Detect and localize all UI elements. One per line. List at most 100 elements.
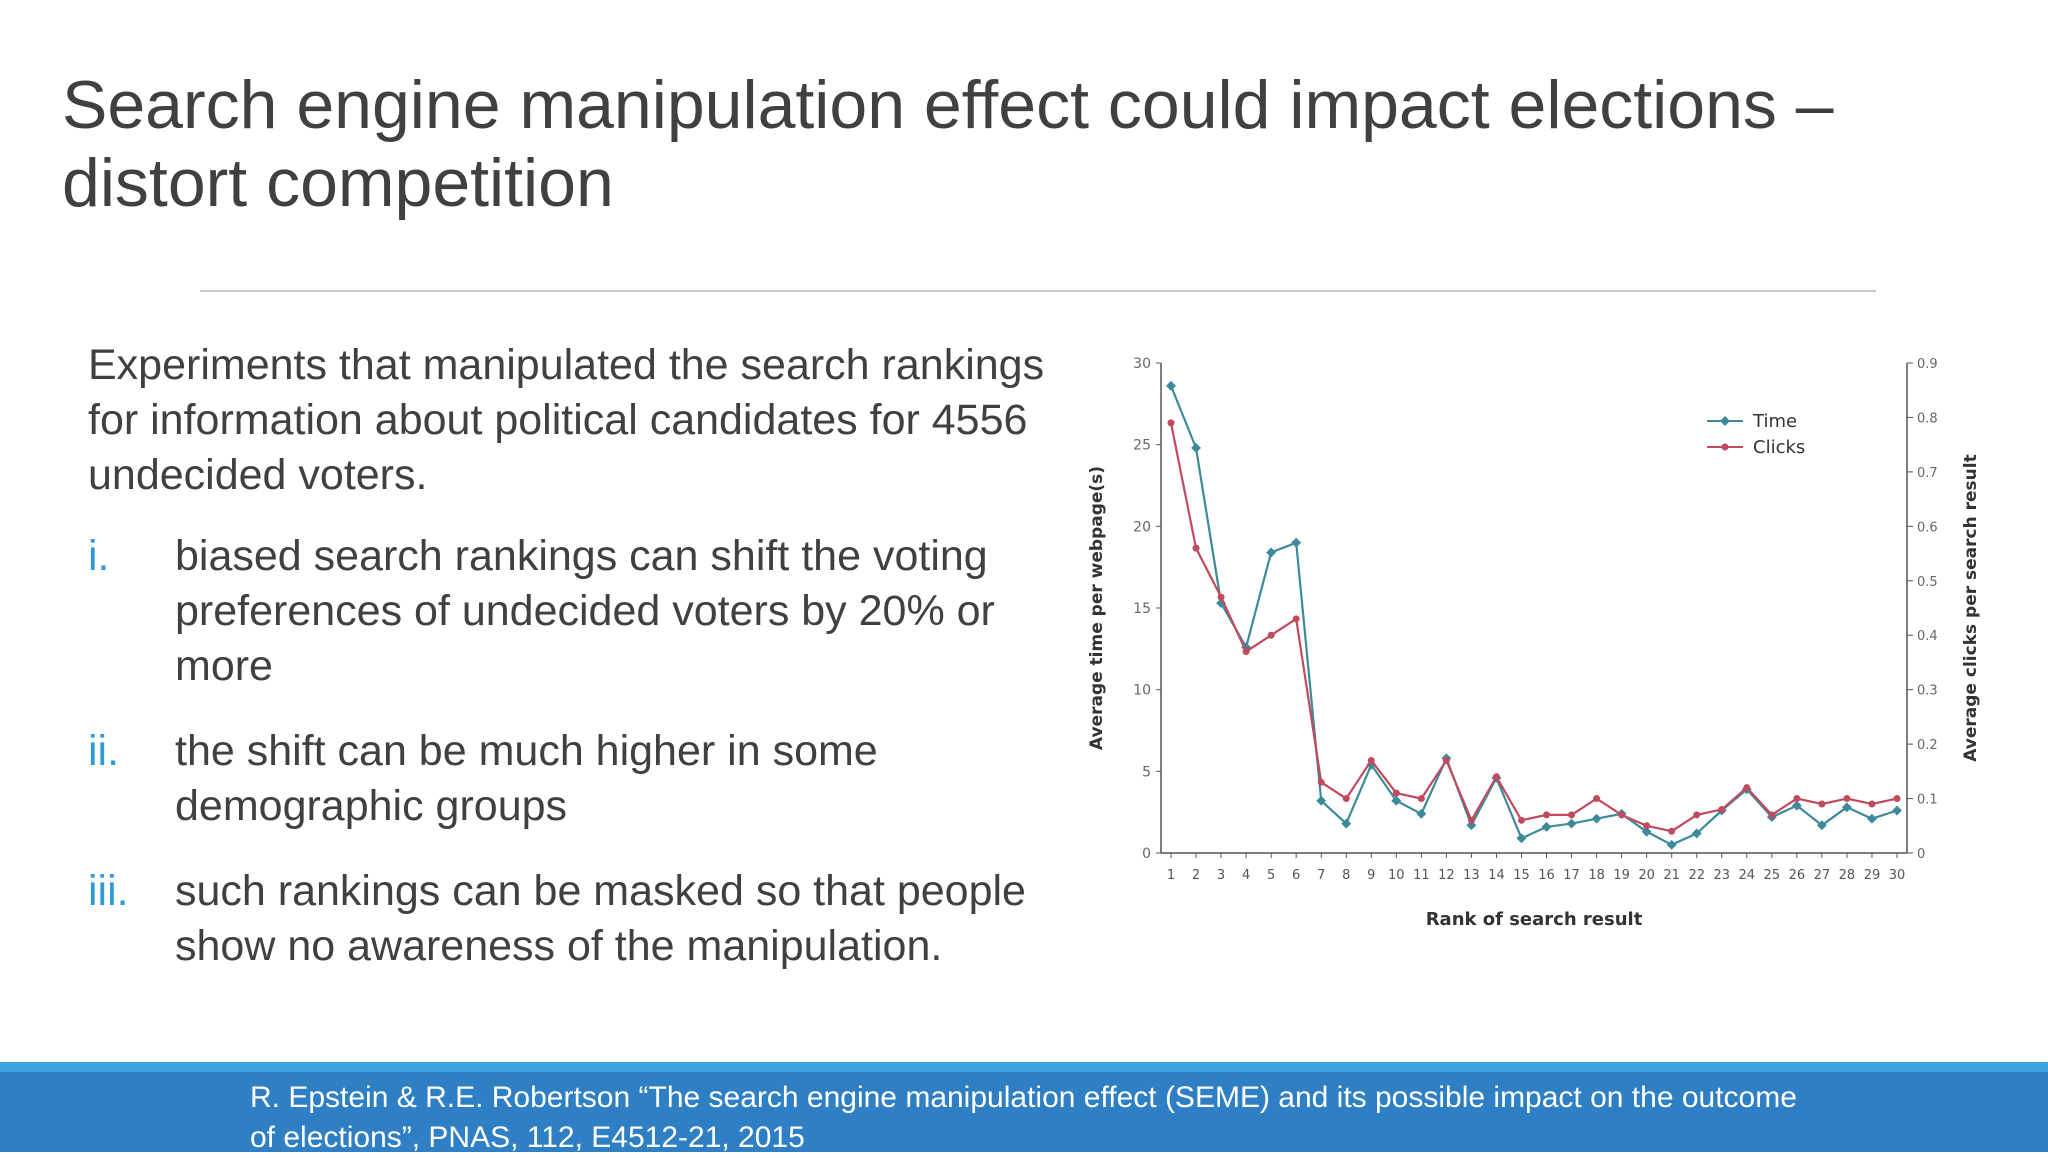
citation: R. Epstein & R.E. Robertson “The search … <box>250 1078 1950 1158</box>
right-tick-label: 0.1 <box>1917 793 1938 808</box>
data-point-clicks <box>1693 811 1701 819</box>
x-tick-label: 28 <box>1839 868 1856 883</box>
x-tick-label: 18 <box>1588 868 1605 883</box>
x-tick-label: 24 <box>1739 868 1756 883</box>
data-point-time <box>1791 800 1802 811</box>
x-tick-label: 14 <box>1488 868 1505 883</box>
data-point-clicks <box>1818 800 1826 808</box>
x-tick-label: 3 <box>1217 868 1225 883</box>
list-text: biased search rankings can shift the vot… <box>175 532 995 690</box>
slide-body: Experiments that manipulated the search … <box>88 338 1078 1004</box>
x-tick-label: 4 <box>1242 868 1250 883</box>
data-point-clicks <box>1543 811 1551 819</box>
list-item: i. biased search rankings can shift the … <box>88 529 1078 694</box>
data-point-clicks <box>1643 822 1651 830</box>
data-point-clicks <box>1342 795 1350 803</box>
right-tick-label: 0.5 <box>1917 575 1938 590</box>
x-tick-label: 23 <box>1713 868 1730 883</box>
series-line-clicks <box>1169 422 1898 833</box>
x-tick-label: 1 <box>1167 868 1175 883</box>
left-tick-label: 25 <box>1133 438 1151 454</box>
x-tick-label: 27 <box>1814 868 1831 883</box>
right-tick-label: 0.2 <box>1917 738 1938 753</box>
data-point-clicks <box>1893 795 1901 803</box>
data-point-clicks <box>1367 756 1375 764</box>
x-tick-label: 17 <box>1563 868 1580 883</box>
legend-label-clicks: Clicks <box>1753 437 1805 458</box>
left-tick-label: 10 <box>1133 683 1151 699</box>
data-point-time <box>1416 808 1427 819</box>
x-tick-label: 15 <box>1513 868 1530 883</box>
x-axis-label: Rank of search result <box>1426 909 1643 930</box>
intro-paragraph: Experiments that manipulated the search … <box>88 341 1045 499</box>
right-tick-label: 0.6 <box>1917 520 1938 535</box>
title-divider <box>200 290 1876 292</box>
data-point-clicks <box>1517 816 1525 824</box>
data-point-clicks <box>1843 795 1851 803</box>
data-point-time <box>1591 813 1602 824</box>
data-point-clicks <box>1743 784 1751 792</box>
x-tick-label: 26 <box>1789 868 1806 883</box>
x-tick-label: 9 <box>1367 868 1375 883</box>
x-tick-label: 12 <box>1438 868 1455 883</box>
data-point-clicks <box>1593 795 1601 803</box>
data-point-clicks <box>1417 795 1425 803</box>
right-tick-label: 0 <box>1917 847 1925 862</box>
x-tick-label: 11 <box>1413 868 1430 883</box>
data-point-time <box>1191 442 1201 453</box>
list-number: iii. <box>88 867 129 915</box>
data-point-clicks <box>1442 756 1450 764</box>
list-item: ii. the shift can be much higher in some… <box>88 724 1078 834</box>
series-line-time <box>1169 385 1898 847</box>
list-number: ii. <box>88 727 120 775</box>
data-point-time <box>1541 821 1552 832</box>
list-text: such rankings can be masked so that peop… <box>175 867 1026 970</box>
data-point-clicks <box>1467 816 1475 824</box>
right-tick-label: 0.3 <box>1917 684 1938 699</box>
footer-bar: R. Epstein & R.E. Robertson “The search … <box>0 1062 2048 1154</box>
legend-label-time: Time <box>1752 411 1797 432</box>
chart-container: 0 5 10 15 20 25 30 0 0.1 0.2 0.3 0.4 0.5 0.6 0.7 0.8 0.9… <box>1080 345 2048 945</box>
data-point-clicks <box>1718 805 1726 813</box>
data-point-time <box>1316 795 1327 806</box>
data-point-time <box>1691 828 1702 839</box>
data-point-clicks <box>1292 615 1300 623</box>
data-point-clicks <box>1217 593 1225 601</box>
findings-list: i. biased search rankings can shift the … <box>88 529 1078 974</box>
data-point-time <box>1641 826 1652 837</box>
legend-marker-clicks <box>1721 443 1729 451</box>
left-axis-label: Average time per webpage(s) <box>1087 466 1107 750</box>
data-point-clicks <box>1618 811 1626 819</box>
x-tick-label: 2 <box>1192 868 1200 883</box>
data-point-clicks <box>1167 419 1175 427</box>
x-tick-label: 6 <box>1292 868 1300 883</box>
left-tick-label: 5 <box>1142 764 1151 780</box>
data-point-clicks <box>1242 648 1250 656</box>
data-point-time <box>1516 833 1527 844</box>
left-tick-label: 0 <box>1142 846 1151 862</box>
x-tick-label: 25 <box>1764 868 1781 883</box>
data-point-clicks <box>1267 631 1275 639</box>
data-point-time <box>1892 805 1902 816</box>
x-tick-label: 13 <box>1463 868 1480 883</box>
data-point-clicks <box>1492 773 1500 781</box>
right-tick-label: 0.9 <box>1917 357 1938 372</box>
data-point-clicks <box>1868 800 1876 808</box>
data-point-time <box>1291 537 1302 548</box>
data-point-clicks <box>1192 544 1200 552</box>
x-tick-label: 21 <box>1663 868 1680 883</box>
time-clicks-line-chart: 05101520253000.10.20.30.40.50.60.70.80.9… <box>1087 356 1981 930</box>
citation-line-2: of elections”, PNAS, 112, E4512-21, 2015 <box>250 1121 805 1154</box>
x-tick-label: 16 <box>1538 868 1555 883</box>
right-tick-label: 0.8 <box>1917 411 1938 426</box>
data-point-clicks <box>1768 811 1776 819</box>
data-point-time <box>1566 818 1577 829</box>
citation-line-1: R. Epstein & R.E. Robertson “The search … <box>250 1081 1797 1114</box>
data-point-time <box>1816 820 1827 831</box>
x-tick-label: 29 <box>1864 868 1881 883</box>
x-tick-label: 7 <box>1317 868 1325 883</box>
legend-marker-time <box>1720 416 1730 426</box>
left-tick-label: 15 <box>1133 601 1151 617</box>
title-line-1: Search engine manipulation effect could … <box>62 67 1834 143</box>
right-tick-label: 0.4 <box>1917 629 1938 644</box>
